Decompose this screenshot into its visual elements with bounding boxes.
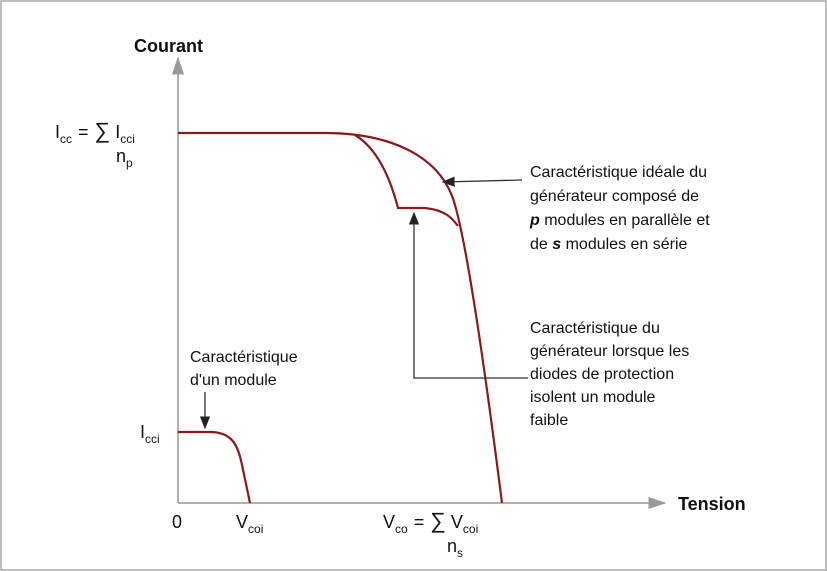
protected-curve [354,134,459,227]
annotation: Caractéristique idéale du générateur comp… [529,164,710,253]
annotation-part: modules en série [561,236,687,253]
annotation-line: p modules en parallèle et [529,212,710,229]
vcoi-label: Vcoi [236,512,263,536]
origin-label: 0 [172,512,182,532]
annotation-line: Caractéristique du [530,320,660,337]
annotation-line: Caractéristique [190,349,298,366]
icc-total-under: np [116,146,133,170]
annotation: Caractéristique d'un module [190,349,298,389]
annotation-line: d'un module [190,372,277,389]
annotation-part: modules en parallèle et [540,212,710,229]
y-axis-label: Courant [134,36,203,56]
ideal-curve [178,131,504,504]
annotation: Caractéristique du générateur lorsque les… [530,320,689,429]
icci-label: Icci [140,422,160,446]
annotation-line: générateur lorsque les [530,343,689,360]
arrow [441,176,523,187]
vco-total-under: ns [447,536,463,560]
annotation-line: isolent un module [530,389,656,406]
module-curve [178,430,252,504]
annotation-line: de s modules en série [530,236,688,253]
annotation-part: de [530,236,552,253]
arrow [408,211,528,379]
annotation-line: diodes de protection [530,366,674,383]
annotation-part: p [529,212,540,229]
annotation-line: générateur composé de [530,188,699,205]
icc-total-label: Icc = ∑ Icci [55,118,135,146]
annotation-line: Caractéristique idéale du [530,164,707,181]
x-axis-label: Tension [678,494,746,514]
annotation-line: faible [530,412,568,429]
vco-total-label: Vco = ∑ Vcoi [383,508,478,536]
annotation-part: s [552,236,561,253]
